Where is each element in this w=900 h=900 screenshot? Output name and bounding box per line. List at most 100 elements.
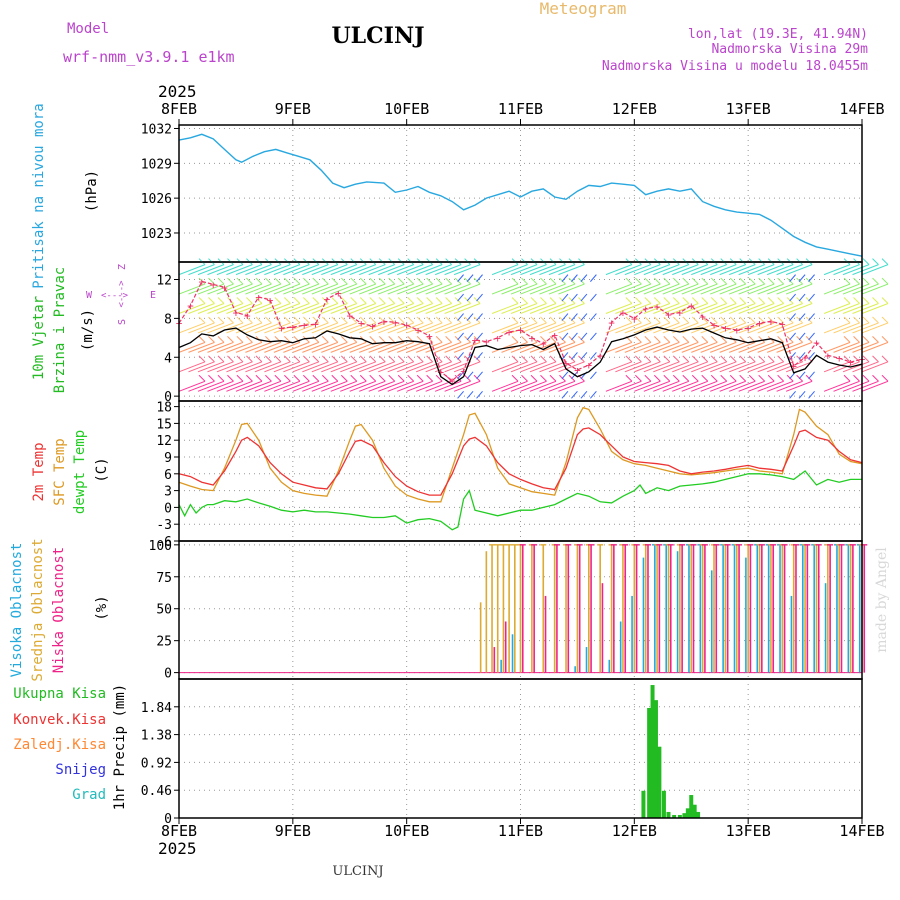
wind-barb	[634, 380, 661, 392]
gust-marker: +	[290, 321, 297, 334]
wind-barb	[453, 341, 481, 353]
wind-barb	[605, 303, 633, 314]
y-tick-label: -3	[156, 518, 172, 533]
wind-barb	[350, 316, 358, 324]
wind-barb	[681, 341, 708, 353]
wind-barb	[662, 361, 689, 373]
gust-marker: +	[756, 317, 763, 330]
wind-barb	[852, 322, 879, 334]
wind-barb	[368, 264, 395, 276]
wind-barb	[435, 297, 443, 304]
wind-barb	[653, 380, 680, 392]
wind-barb	[207, 322, 234, 334]
y-tick-label: 0	[164, 390, 172, 405]
wind-barb	[861, 380, 889, 392]
wind-barb	[672, 341, 699, 353]
wind-barb	[590, 352, 597, 360]
wind-barb	[416, 297, 424, 304]
wind-barb	[378, 361, 405, 373]
y-tick-label: 1029	[141, 157, 172, 172]
wind-barb	[720, 297, 728, 304]
wind-barb	[284, 297, 291, 304]
wind-barb	[738, 341, 765, 353]
wind-barb	[302, 355, 310, 363]
wind-barb	[729, 303, 756, 314]
gust-marker: +	[438, 366, 445, 379]
wind-barb	[283, 380, 310, 392]
wind-barb	[653, 283, 680, 295]
wind-barb	[681, 322, 708, 334]
year-label-bottom: 2025	[158, 839, 197, 858]
wind-barb	[178, 322, 206, 334]
wind-barb	[720, 355, 728, 363]
wind-barb	[434, 264, 462, 276]
wind-barb	[501, 322, 528, 334]
wind-barb	[729, 374, 737, 382]
wind-barb	[235, 264, 263, 276]
wind-barb	[445, 316, 452, 324]
wind-barb	[198, 277, 206, 285]
wind-barb	[653, 361, 680, 373]
wind-barb	[434, 322, 462, 334]
wind-barb	[615, 361, 642, 373]
wind-barb	[833, 283, 860, 295]
wind-barb	[691, 264, 718, 276]
wind-barb	[624, 283, 652, 295]
wind-barb	[388, 316, 396, 324]
time-label-bottom: 8FEB	[161, 822, 197, 840]
wind-barb	[369, 297, 377, 304]
wind-barb	[359, 361, 386, 373]
gust-marker: +	[449, 375, 456, 388]
wind-barb	[701, 355, 709, 363]
wind-barb	[255, 374, 263, 382]
wind-barb	[739, 355, 747, 363]
wind-barb	[340, 322, 367, 334]
wind-barb	[453, 283, 481, 295]
wind-barb	[476, 352, 483, 360]
wind-barb	[785, 322, 813, 334]
precip-unit: 1hr Precip (mm)	[112, 684, 128, 810]
wind-barb	[872, 374, 879, 382]
wind-barb	[672, 380, 699, 392]
wind-barb	[590, 274, 597, 282]
wind-barb	[767, 355, 775, 363]
y-tick-label: 12	[156, 273, 172, 288]
wind-barb	[634, 283, 661, 295]
wind-barb	[369, 355, 377, 363]
wind-barb	[580, 274, 588, 282]
wind-barb	[453, 303, 481, 314]
wind-barb	[330, 361, 357, 373]
wind-barb	[476, 274, 483, 282]
wind-barb	[255, 355, 263, 363]
wind-barb	[853, 316, 860, 324]
wind-barb	[235, 283, 263, 295]
wind-barb	[539, 361, 566, 373]
wind-barb	[511, 316, 519, 324]
wind-barb	[387, 322, 414, 334]
wind-barb	[785, 341, 813, 353]
wind-barb	[217, 374, 225, 382]
gust-marker: +	[301, 319, 308, 332]
wind-barb	[397, 355, 405, 363]
wind-barb	[558, 303, 585, 314]
wind-barb	[236, 374, 244, 382]
wind-barb	[789, 313, 796, 321]
lonlat-label: lon,lat (19.3E, 41.94N)	[688, 27, 868, 42]
wind-barb	[520, 264, 547, 276]
wind-barb	[435, 277, 443, 285]
wind-barb	[416, 336, 424, 343]
wind-barb	[700, 361, 727, 373]
wind-barb	[415, 264, 443, 276]
wind-barb	[274, 297, 282, 304]
wind-barb	[691, 361, 718, 373]
wind-barb	[663, 336, 671, 343]
gust-marker: +	[847, 356, 854, 369]
dewpoint-line	[178, 470, 862, 531]
wind-barb	[758, 374, 766, 382]
wind-barb	[881, 297, 889, 304]
wind-barb	[245, 341, 272, 353]
wind-barb	[729, 277, 737, 285]
wind-barb	[624, 380, 652, 392]
wind-barb	[529, 303, 557, 314]
wind-barb	[264, 283, 291, 295]
